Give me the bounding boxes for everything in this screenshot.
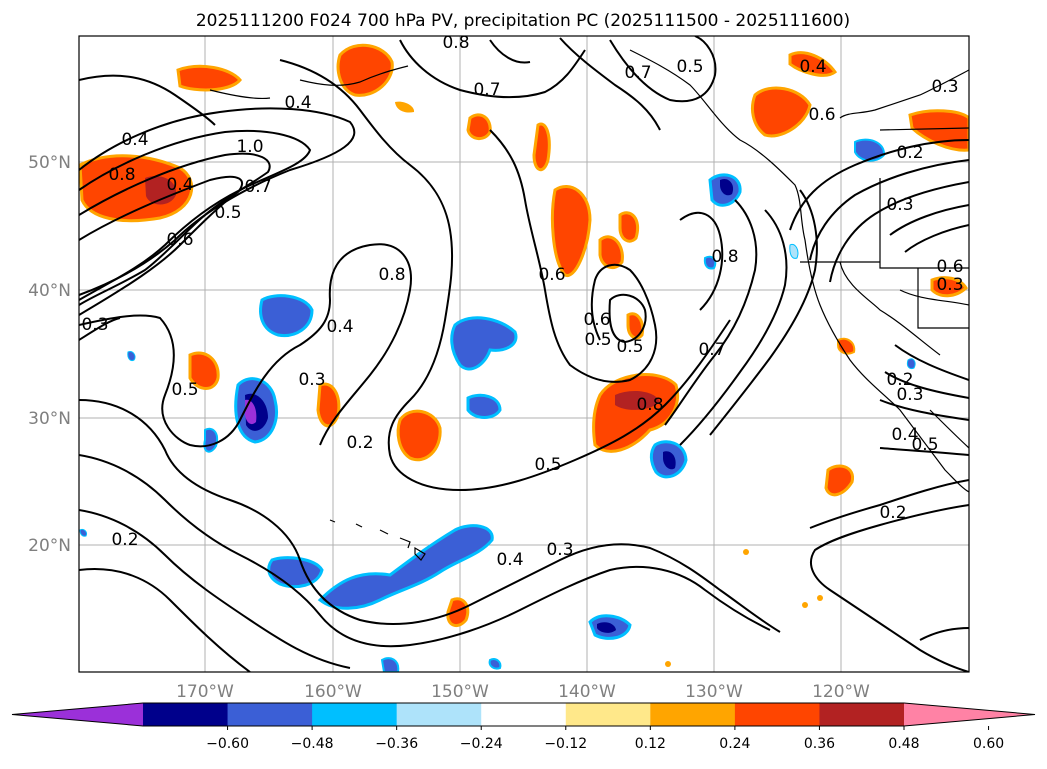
colorbar-tick-label: −0.24 bbox=[460, 736, 503, 752]
lon-label: 170°W bbox=[176, 682, 234, 702]
colorbar-tick-label: 0.24 bbox=[719, 736, 750, 752]
pv-label: 0.2 bbox=[346, 433, 373, 453]
pv-label: 0.3 bbox=[936, 275, 963, 295]
pv-label: 0.6 bbox=[936, 257, 963, 277]
pv-label: 0.3 bbox=[81, 315, 108, 335]
colorbar-bin bbox=[396, 703, 482, 726]
pv-label: 0.8 bbox=[108, 165, 135, 185]
hawaiian-islands bbox=[329, 519, 426, 561]
colorbar-bin bbox=[650, 703, 736, 726]
lat-label: 20°N bbox=[28, 536, 71, 556]
pv-label: 0.5 bbox=[676, 57, 703, 77]
pv-label: 0.4 bbox=[799, 57, 826, 77]
colorbar-tick-label: −0.48 bbox=[291, 736, 334, 752]
map-frame bbox=[78, 35, 970, 673]
colorbar-bin bbox=[143, 703, 229, 726]
lon-label: 150°W bbox=[431, 682, 489, 702]
pv-label: 0.7 bbox=[698, 340, 725, 360]
colorbar-extend-min bbox=[12, 703, 143, 726]
pv-label: 0.6 bbox=[538, 265, 565, 285]
lat-label: 40°N bbox=[28, 281, 71, 301]
lon-label: 120°W bbox=[812, 682, 870, 702]
lon-label: 160°W bbox=[304, 682, 362, 702]
pv-label: 0.8 bbox=[711, 247, 738, 267]
pv-label: 0.5 bbox=[214, 203, 241, 223]
colorbar: −0.60 −0.48 −0.36 −0.24 −0.12 0.12 0.24 0.36 0.4… bbox=[11, 702, 1036, 752]
pv-label: 0.7 bbox=[624, 63, 651, 83]
lon-label: 130°W bbox=[685, 682, 743, 702]
pv-label: 0.4 bbox=[496, 550, 523, 570]
pv-label: 0.6 bbox=[166, 230, 193, 250]
colorbar-bin bbox=[227, 703, 313, 726]
colorbar-tick-label: −0.36 bbox=[375, 736, 418, 752]
pv-label: 0.3 bbox=[298, 370, 325, 390]
pv-label: 0.4 bbox=[326, 317, 353, 337]
pv-label: 0.5 bbox=[534, 455, 561, 475]
contour-labels: 1.0 0.8 0.7 0.6 0.5 0.4 0.3 0.2 0.8 0.6 … bbox=[81, 33, 963, 570]
pv-label: 0.3 bbox=[896, 385, 923, 405]
pv-label: 0.5 bbox=[171, 380, 198, 400]
pv-contours bbox=[79, 36, 969, 672]
colorbar-tick-label: 0.12 bbox=[635, 736, 666, 752]
pv-label: 0.2 bbox=[896, 143, 923, 163]
pv-label: 0.4 bbox=[121, 130, 148, 150]
precip-positive bbox=[79, 43, 969, 667]
colorbar-outline bbox=[11, 702, 1036, 727]
colorbar-bin bbox=[819, 703, 905, 726]
colorbar-tick-label: −0.60 bbox=[206, 736, 249, 752]
pv-label: 0.5 bbox=[616, 337, 643, 357]
colorbar-bin bbox=[481, 703, 567, 726]
pv-label: 0.2 bbox=[879, 503, 906, 523]
pv-label: 0.4 bbox=[891, 425, 918, 445]
map-panel: 1.0 0.8 0.7 0.6 0.5 0.4 0.3 0.2 0.8 0.6 … bbox=[79, 33, 969, 672]
pv-label: 0.8 bbox=[378, 265, 405, 285]
pv-label: 0.3 bbox=[931, 77, 958, 97]
pv-label: 0.3 bbox=[886, 195, 913, 215]
lat-label: 30°N bbox=[28, 409, 71, 429]
coastlines bbox=[209, 49, 969, 493]
colorbar-tick-label: 0.36 bbox=[804, 736, 835, 752]
colorbar-extend-max bbox=[904, 703, 1035, 726]
pv-label: 0.7 bbox=[244, 177, 271, 197]
graticule bbox=[79, 36, 969, 672]
colorbar-tick-label: 0.60 bbox=[973, 736, 1004, 752]
pv-label: 0.4 bbox=[166, 175, 193, 195]
lon-label: 140°W bbox=[558, 682, 616, 702]
colorbar-bin bbox=[565, 703, 651, 726]
pv-label: 0.7 bbox=[473, 80, 500, 100]
colorbar-bin bbox=[312, 703, 398, 726]
pv-label: 0.4 bbox=[284, 93, 311, 113]
pv-label: 1.0 bbox=[236, 137, 263, 157]
pv-label: 0.2 bbox=[111, 530, 138, 550]
lon-tick-labels: 170°W 160°W 150°W 140°W 130°W 120°W bbox=[176, 682, 870, 702]
pv-label: 0.2 bbox=[886, 370, 913, 390]
pv-label: 0.8 bbox=[442, 33, 469, 53]
pv-label: 0.3 bbox=[546, 540, 573, 560]
figure-title: 2025111200 F024 700 hPa PV, precipitatio… bbox=[196, 11, 850, 31]
lat-tick-labels: 20°N 30°N 40°N 50°N bbox=[28, 153, 71, 556]
lat-label: 50°N bbox=[28, 153, 71, 173]
pv-label: 0.8 bbox=[636, 395, 663, 415]
pv-label: 0.5 bbox=[911, 435, 938, 455]
pv-label: 0.6 bbox=[808, 105, 835, 125]
pv-label: 0.6 bbox=[583, 310, 610, 330]
pv-label: 0.5 bbox=[584, 330, 611, 350]
colorbar-tick-label: 0.48 bbox=[888, 736, 919, 752]
colorbar-tick-label: −0.12 bbox=[544, 736, 587, 752]
colorbar-bin bbox=[734, 703, 820, 726]
